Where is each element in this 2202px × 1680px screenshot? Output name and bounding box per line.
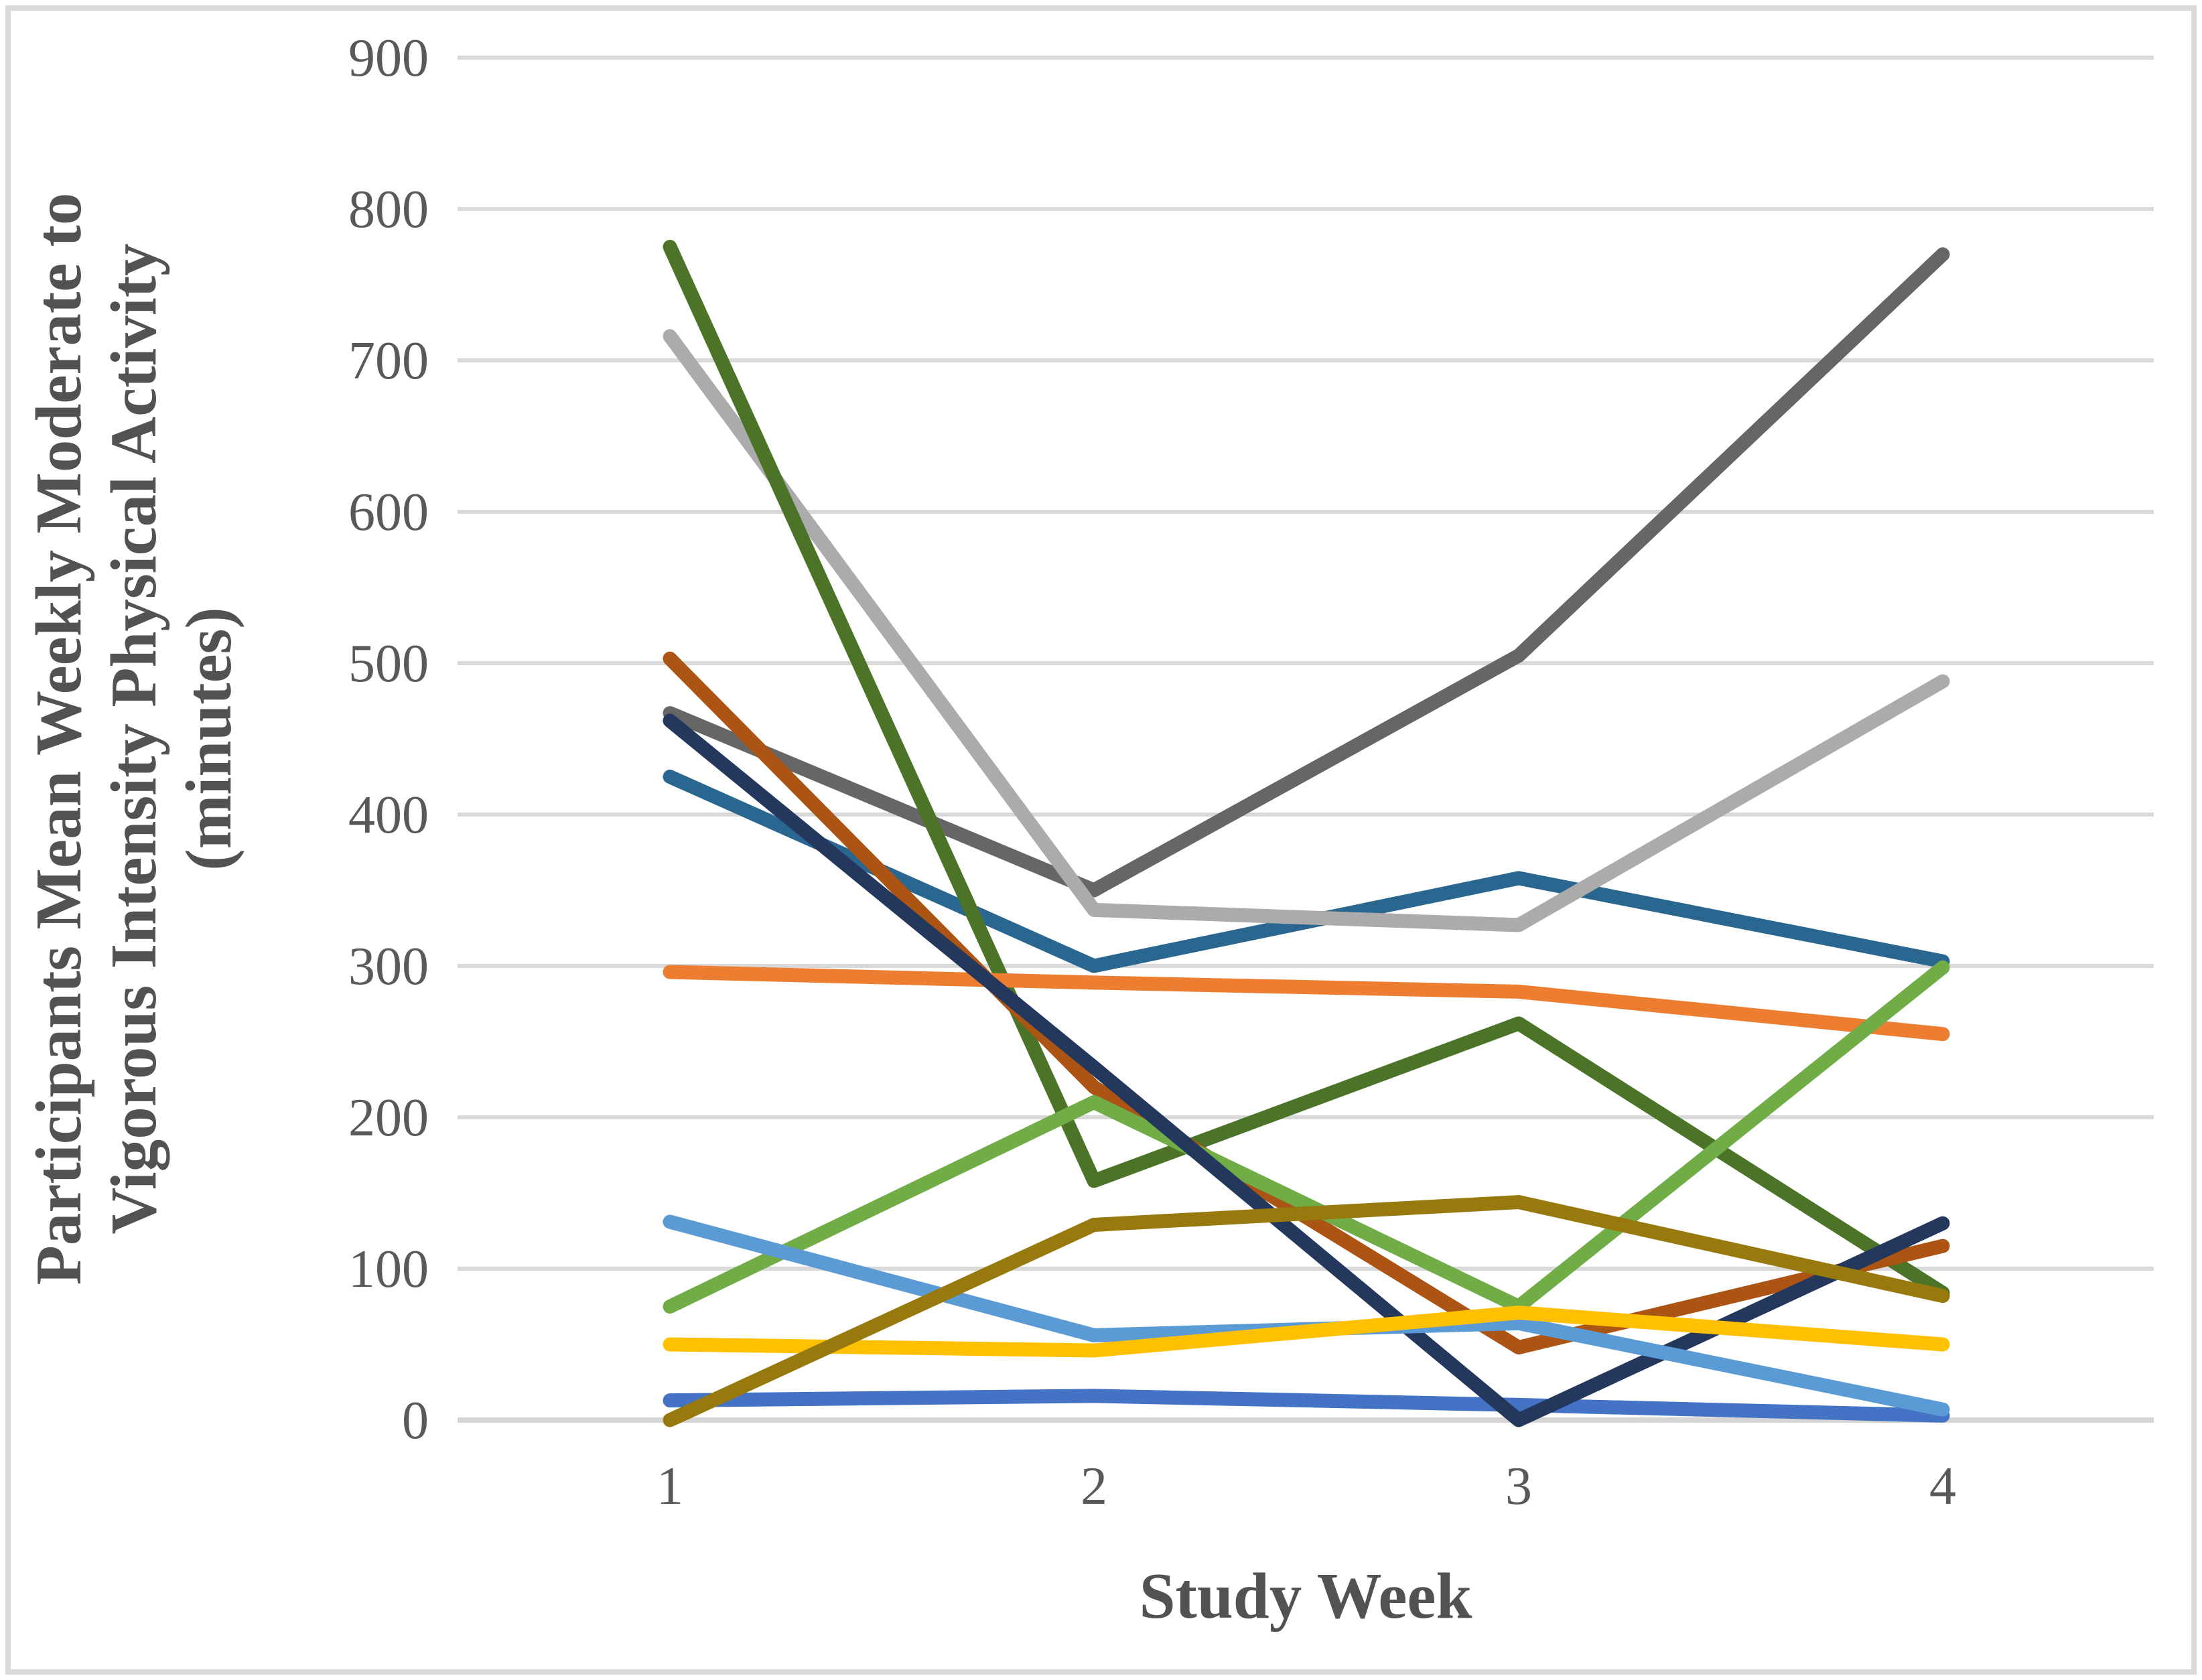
series-line-light-gray (663, 329, 1950, 932)
y-tick-label-700: 700 (348, 332, 429, 391)
y-tick-label-800: 800 (348, 180, 429, 239)
y-tick-label-0: 0 (402, 1391, 429, 1450)
y-tick-label-300: 300 (348, 937, 429, 996)
series-line-navy (663, 713, 1950, 1427)
y-tick-label-400: 400 (348, 786, 429, 845)
x-tick-label-1: 1 (657, 1457, 683, 1516)
y-tick-label-600: 600 (348, 483, 429, 542)
chart-frame-border (5, 5, 2197, 1675)
x-tick-label-4: 4 (1929, 1457, 1956, 1516)
y-tick-label-100: 100 (348, 1240, 429, 1299)
series-line-dark-gray (663, 247, 1950, 898)
series-line-yellow (663, 1306, 1950, 1358)
series-line-orange (663, 965, 1950, 1042)
y-axis-title: Participants Mean Weekly Moderate toVigo… (23, 193, 245, 1285)
x-axis-title: Study Week (1140, 1560, 1472, 1632)
y-tick-label-200: 200 (348, 1089, 429, 1147)
y-tick-label-900: 900 (348, 29, 429, 88)
y-axis-title-line-3: (minutes) (173, 607, 245, 870)
series-line-light-green (663, 960, 1950, 1314)
y-axis-title-line-2: Vigorous Intensity Physical Activity (98, 243, 169, 1234)
series-line-royal-blue (663, 1389, 1950, 1423)
series-line-dark-green (663, 240, 1950, 1300)
series-line-olive (663, 1195, 1950, 1427)
x-tick-label-3: 3 (1505, 1457, 1532, 1516)
y-axis-title-line-1: Participants Mean Weekly Moderate to (23, 193, 94, 1285)
x-tick-label-2: 2 (1081, 1457, 1107, 1516)
y-tick-label-500: 500 (348, 634, 429, 693)
